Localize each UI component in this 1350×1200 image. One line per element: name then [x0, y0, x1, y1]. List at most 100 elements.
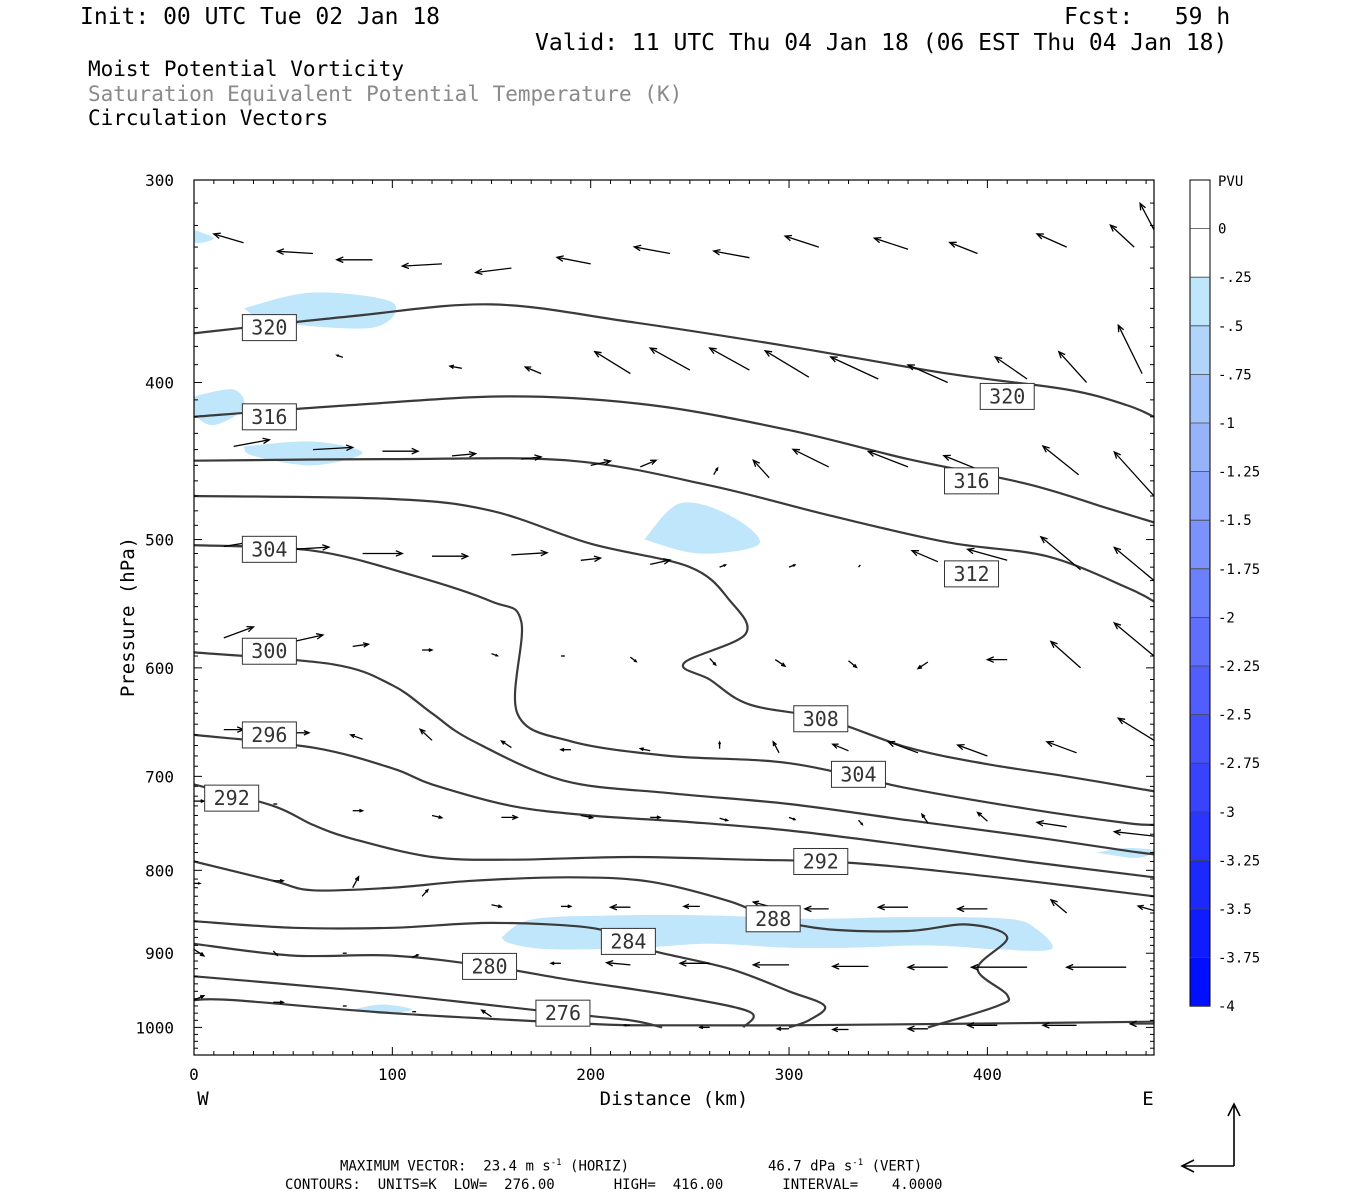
- colorbar-swatch: [1190, 228, 1210, 278]
- y-axis-label: Pressure (hPa): [117, 537, 139, 697]
- circulation-vector: [910, 550, 939, 563]
- circulation-vector: [916, 661, 929, 670]
- colorbar-level-label: -.25: [1218, 270, 1252, 286]
- circulation-vector: [709, 657, 717, 667]
- colorbar-swatch: [1190, 763, 1210, 812]
- circulation-vector: [712, 248, 750, 259]
- circulation-vector: [906, 364, 948, 384]
- colorbar-swatch: [1190, 180, 1210, 229]
- circulation-vector: [1035, 233, 1067, 248]
- circulation-vector: [1049, 898, 1068, 914]
- circulation-vector: [352, 875, 360, 889]
- y-tick-label: 600: [145, 659, 174, 678]
- contour-label-text: 308: [803, 707, 839, 731]
- contour-label-292: 292: [204, 784, 260, 812]
- circulation-vector: [421, 888, 430, 897]
- circulation-vector: [590, 459, 613, 467]
- circulation-vector: [352, 642, 371, 648]
- circulation-vector: [1049, 640, 1082, 669]
- circulation-vector: [362, 550, 404, 557]
- circulation-vector: [1041, 1021, 1077, 1029]
- circulation-vector: [775, 1026, 789, 1032]
- colorbar-level-label: -2: [1218, 610, 1235, 626]
- circulation-vector: [555, 255, 591, 265]
- circulation-vector: [831, 963, 869, 970]
- contour-label-304: 304: [830, 760, 886, 788]
- colorbar-swatch: [1190, 568, 1210, 618]
- colorbar-swatch: [1190, 374, 1210, 423]
- contour-label-320: 320: [241, 314, 297, 342]
- colorbar-swatch: [1190, 666, 1210, 715]
- theta-e-contour-296: [194, 733, 1154, 879]
- circulation-vector: [491, 652, 500, 657]
- circulation-vector: [1109, 223, 1135, 248]
- circulation-vector: [521, 454, 543, 461]
- circulation-vector: [349, 733, 363, 740]
- pv-region: [1096, 847, 1154, 858]
- x-tick-label: 100: [378, 1065, 407, 1084]
- circulation-vector: [803, 905, 829, 913]
- circulation-vector: [682, 903, 700, 910]
- circulation-vector: [1113, 546, 1154, 581]
- circulation-vector: [920, 812, 929, 824]
- circulation-vector: [848, 660, 858, 669]
- circulation-vector: [718, 740, 722, 749]
- circulation-vector: [559, 747, 571, 752]
- x-tick-label: 0: [189, 1065, 199, 1084]
- circulation-vector: [275, 248, 314, 255]
- pv-shading-layer: [194, 229, 1154, 1014]
- circulation-vector: [858, 564, 861, 568]
- circulation-vector: [382, 447, 420, 455]
- y-tick-label: 1000: [135, 1018, 174, 1037]
- circulation-vector: [719, 817, 730, 822]
- circulation-vector: [630, 656, 638, 663]
- circulation-vector: [560, 904, 573, 909]
- y-tick-label: 400: [145, 373, 174, 392]
- circulation-vector: [1112, 829, 1154, 837]
- max-vert-value: 46.7 dPa s: [768, 1158, 853, 1175]
- colorbar-unit: PVU: [1218, 174, 1243, 190]
- circulation-vector: [1116, 717, 1154, 741]
- circulation-vector: [312, 444, 355, 451]
- circulation-vector: [451, 450, 478, 458]
- colorbar-swatch: [1190, 909, 1210, 958]
- field-vectors-title: Circulation Vectors: [88, 106, 329, 130]
- circulation-vector: [549, 961, 561, 966]
- pv-region: [243, 441, 363, 466]
- circulation-vector: [948, 241, 978, 255]
- circulation-vector: [719, 564, 728, 568]
- circulation-vector: [650, 815, 662, 820]
- circulation-vector: [1065, 963, 1127, 971]
- circulation-vector: [480, 1009, 492, 1018]
- circulation-vector: [622, 1023, 631, 1027]
- contour-label-text: 280: [471, 954, 507, 978]
- circulation-vector: [886, 740, 919, 754]
- circulation-vector: [976, 811, 988, 822]
- circulation-vector: [604, 959, 631, 967]
- contour-label-text: 296: [251, 723, 287, 747]
- contour-label-316: 316: [944, 467, 1000, 495]
- colorbar-level-label: -.5: [1218, 319, 1243, 335]
- colorbar-level-label: -1: [1218, 416, 1235, 432]
- contour-label-text: 288: [755, 907, 791, 931]
- theta-e-contour-292: [194, 783, 1154, 898]
- circulation-vector: [876, 903, 908, 911]
- contour-label-296: 296: [241, 721, 297, 749]
- circulation-vector: [1035, 819, 1067, 828]
- contour-label-288: 288: [745, 905, 801, 933]
- circulation-vector: [432, 552, 470, 560]
- circulation-vector: [212, 232, 244, 244]
- contour-label-308: 308: [793, 705, 849, 733]
- circulation-vector: [965, 1022, 998, 1029]
- theta-e-contour-272: [194, 998, 1154, 1027]
- colorbar-level-label: -2.25: [1218, 659, 1260, 675]
- valid-time: Valid: 11 UTC Thu 04 Jan 18 (06 EST Thu …: [535, 30, 1228, 56]
- theta-e-contour-308: [194, 494, 1154, 793]
- circulation-vector: [831, 743, 849, 752]
- theta-e-contour-304: [194, 544, 1154, 826]
- circulation-vector: [772, 740, 780, 754]
- circulation-vector: [523, 366, 542, 375]
- circulation-vector: [632, 244, 671, 255]
- colorbar-swatch: [1190, 957, 1210, 1007]
- max-vector-line: MAXIMUM VECTOR: 23.4 m s-1 (HORIZ): [340, 1158, 629, 1175]
